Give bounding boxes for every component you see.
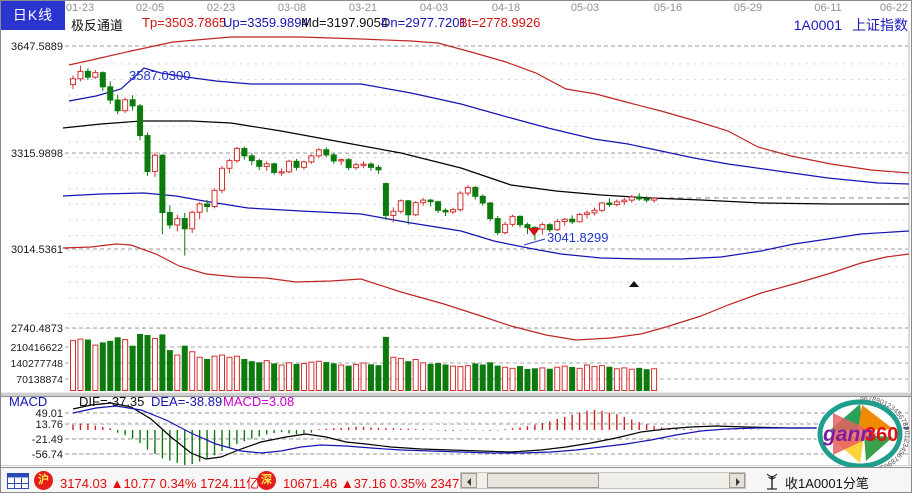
date-label: 06-22 — [879, 2, 909, 14]
date-label: 03-21 — [348, 2, 378, 14]
date-label: 04-03 — [419, 2, 449, 14]
macd-title[interactable]: MACD — [9, 394, 48, 409]
right-arrow-icon — [736, 478, 740, 486]
high-price-annotation: 3587.0300 — [129, 68, 190, 83]
pane-splitter[interactable] — [1, 392, 911, 397]
scroll-right-button[interactable] — [729, 473, 745, 488]
macd-histogram — [72, 409, 760, 465]
date-label: 01-23 — [65, 2, 95, 14]
svg-text:-21.49: -21.49 — [32, 434, 63, 446]
svg-text:3014.5361: 3014.5361 — [11, 244, 63, 256]
macd-dea-line — [72, 405, 909, 454]
status-bar: 沪 3174.03 ▲10.77 0.34% 1724.11亿 深 10671.… — [1, 467, 911, 492]
symbol-label[interactable]: 1A0001 上证指数 — [793, 17, 908, 33]
date-label: 06-11 — [814, 2, 842, 14]
channel-line-bt — [62, 243, 910, 341]
svg-text:3315.9898: 3315.9898 — [11, 148, 63, 160]
axis-labels: 3647.5889 3315.9898 3014.5361 2740.4873 2104… — [10, 41, 63, 461]
svg-text:3647.5889: 3647.5889 — [11, 41, 63, 53]
top-bar: 日K线 01-23 02-05 02-23 03-08 03-21 04-03 04-18 0… — [1, 1, 911, 33]
channel-tp-value: Tp=3503.7865 — [142, 15, 227, 30]
svg-text:140277748: 140277748 — [10, 358, 63, 370]
date-label: 02-05 — [135, 2, 165, 14]
svg-text:70138874: 70138874 — [16, 374, 63, 386]
tick-view-button[interactable]: 收1A0001分笔 — [785, 476, 869, 491]
shanghai-quote[interactable]: 3174.03 ▲10.77 0.34% 1724.11亿 — [60, 476, 260, 491]
date-label: 03-08 — [277, 2, 307, 14]
shenzhen-quote[interactable]: 10671.46 ▲37.16 0.35% 2347.26亿 — [283, 476, 491, 491]
scroll-left-button[interactable] — [461, 473, 477, 488]
channel-lines — [62, 36, 910, 341]
date-label: 05-16 — [653, 2, 683, 14]
macd-macd-value: MACD=3.08 — [223, 394, 295, 409]
candles — [70, 65, 658, 256]
table-icon[interactable] — [7, 473, 29, 489]
channel-md-value: Md=3197.9054 — [301, 15, 389, 30]
channel-line-dn — [62, 192, 910, 260]
date-label: 05-29 — [733, 2, 763, 14]
channel-line-tp — [68, 36, 910, 174]
date-label: 02-23 — [206, 2, 236, 14]
volume-bars — [70, 333, 658, 392]
antenna-icon — [764, 472, 780, 490]
date-label: 05-03 — [570, 2, 600, 14]
svg-text:-56.74: -56.74 — [32, 449, 63, 461]
horizontal-scrollbar[interactable] — [460, 472, 746, 489]
svg-text:13.76: 13.76 — [35, 419, 63, 431]
macd-dif-value: DIF=-37.35 — [79, 394, 145, 409]
macd-label-row: MACD DIF=-37.35 DEA=-38.89 MACD=3.08 — [1, 394, 911, 409]
channel-name-label: 极反通道 — [71, 18, 124, 33]
macd-dea-value: DEA=-38.89 — [151, 394, 223, 409]
svg-text:49.01: 49.01 — [35, 408, 63, 420]
triangle-marker — [629, 281, 639, 287]
channel-line-md — [62, 120, 909, 205]
low-point-marker — [528, 228, 540, 236]
shanghai-market-icon[interactable]: 沪 — [34, 471, 53, 490]
svg-text:2740.4873: 2740.4873 — [11, 323, 63, 335]
channel-bt-value: Bt=2778.9926 — [459, 15, 541, 30]
date-label: 04-18 — [491, 2, 521, 14]
svg-text:210416622: 210416622 — [10, 342, 63, 354]
left-arrow-icon — [467, 478, 471, 486]
shenzhen-market-icon[interactable]: 深 — [257, 471, 276, 490]
low-price-annotation: 3041.8299 — [547, 230, 608, 245]
channel-dn-value: Dn=2977.7201 — [381, 15, 467, 30]
channel-line-up — [68, 67, 910, 185]
kline-period-button[interactable]: 日K线 — [1, 1, 65, 30]
channel-up-value: Up=3359.9894 — [223, 15, 309, 30]
scrollbar-thumb[interactable] — [487, 473, 599, 488]
macd-dif-line — [72, 402, 909, 460]
